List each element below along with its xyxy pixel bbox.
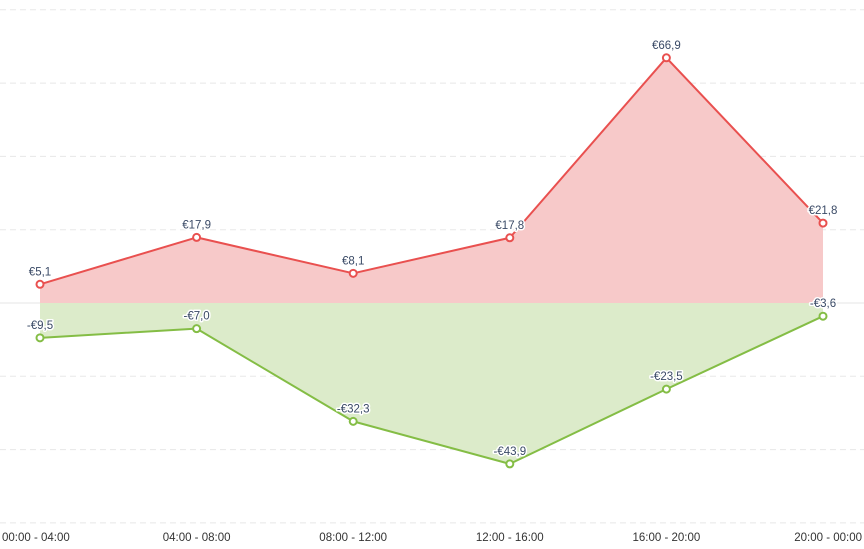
series-0-data-label: €8,1 <box>342 255 364 267</box>
x-tick-label: 16:00 - 20:00 <box>633 532 701 544</box>
series-1-point <box>661 384 671 394</box>
series-0-area <box>40 57 823 304</box>
lines <box>39 56 824 465</box>
series-0-point <box>192 232 202 242</box>
x-tick-label: 12:00 - 16:00 <box>476 532 544 544</box>
series-1-point <box>192 324 202 334</box>
x-tick-label: 04:00 - 08:00 <box>163 532 231 544</box>
series-1-line <box>39 315 824 465</box>
x-tick-label: 08:00 - 12:00 <box>319 532 387 544</box>
series-1-data-label: -€3,6 <box>810 298 836 310</box>
series-1-data-label: -€32,3 <box>337 403 370 415</box>
series-0-point <box>348 268 358 278</box>
x-axis-ticks: 00:00 - 04:00 04:00 - 08:00 08:00 - 12:00 1… <box>2 532 862 544</box>
series-0-point <box>35 279 45 289</box>
series-0-data-label: €17,9 <box>182 219 211 231</box>
series-0-data-label: €66,9 <box>652 40 681 52</box>
series-1-data-label: -€43,9 <box>493 446 526 458</box>
series-0-point <box>818 218 828 228</box>
series-1-area <box>40 303 823 464</box>
x-tick-label: 00:00 - 04:00 <box>2 532 70 544</box>
areas <box>40 57 823 464</box>
series-0-point <box>505 233 515 243</box>
series-1-data-label: -€7,0 <box>183 311 209 323</box>
series-0-data-label: €17,8 <box>495 220 524 232</box>
series-0-data-label: €5,1 <box>29 266 51 278</box>
series-0-line <box>39 56 824 286</box>
series-0-data-label: €21,8 <box>809 205 838 217</box>
series-1-point <box>818 311 828 321</box>
series-0-point <box>661 53 671 63</box>
series-1-data-label: -€23,5 <box>650 371 683 383</box>
data-labels: €5,1 €17,9 €8,1 €17,8 €66,9 €21,8 -€9,5 -€7,0 -€… <box>25 38 839 459</box>
points <box>35 53 828 469</box>
series-1-point <box>505 459 515 469</box>
x-tick-label: 20:00 - 00:00 <box>794 532 862 544</box>
series-1-point <box>348 416 358 426</box>
series-1-data-label: -€9,5 <box>27 320 53 332</box>
series-1-point <box>35 333 45 343</box>
